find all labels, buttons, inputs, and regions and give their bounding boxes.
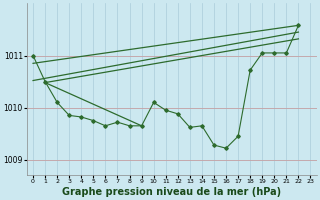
X-axis label: Graphe pression niveau de la mer (hPa): Graphe pression niveau de la mer (hPa)	[62, 187, 281, 197]
